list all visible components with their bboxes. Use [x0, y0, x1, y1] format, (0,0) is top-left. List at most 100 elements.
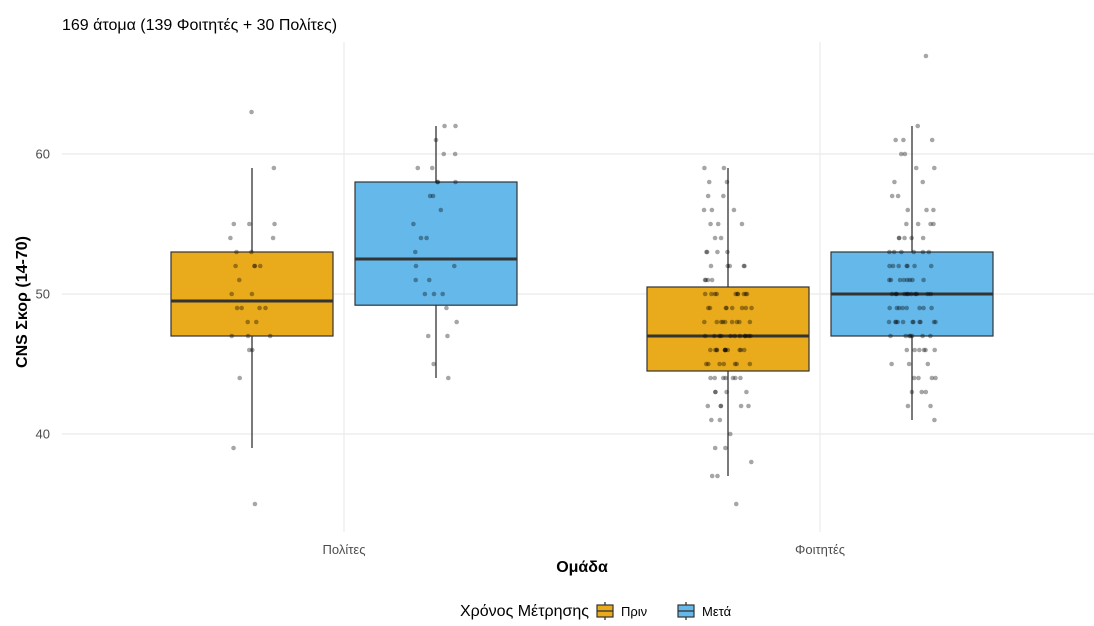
data-point — [722, 347, 728, 353]
data-point — [905, 207, 911, 213]
data-point — [923, 347, 928, 353]
data-point — [744, 291, 750, 297]
data-point — [231, 445, 236, 451]
data-point — [724, 305, 729, 311]
data-point — [888, 277, 894, 283]
data-point — [931, 319, 937, 325]
data-point — [924, 207, 929, 213]
data-point — [917, 347, 922, 353]
data-point — [724, 389, 729, 395]
data-point — [743, 291, 749, 297]
data-point — [735, 291, 740, 297]
data-point — [742, 333, 748, 339]
data-point — [888, 333, 893, 339]
data-point — [705, 277, 711, 283]
data-point — [725, 263, 731, 269]
data-point — [442, 123, 447, 129]
data-point — [904, 263, 910, 269]
data-point — [929, 305, 934, 311]
data-point — [445, 333, 450, 339]
data-point — [915, 123, 921, 129]
data-point — [426, 277, 432, 283]
data-point — [713, 347, 718, 353]
data-point — [906, 361, 912, 367]
data-point — [896, 235, 902, 241]
data-point — [731, 207, 737, 213]
data-point — [748, 333, 753, 339]
data-point — [921, 347, 927, 353]
box — [646, 286, 810, 372]
x-tick-label: Πολίτες — [323, 542, 366, 557]
data-point — [709, 277, 715, 283]
data-point — [912, 291, 918, 297]
data-point — [424, 235, 429, 241]
data-point — [725, 347, 731, 353]
data-point — [931, 221, 936, 227]
data-point — [749, 459, 754, 465]
data-point — [728, 333, 733, 339]
data-point — [714, 347, 719, 353]
x-tick-label: Φοιτητές — [795, 542, 845, 557]
data-point — [722, 347, 728, 353]
data-point — [413, 277, 419, 283]
chart-subtitle: 169 άτομα (139 Φοιτητές + 30 Πολίτες) — [62, 17, 337, 34]
data-point — [433, 137, 439, 143]
data-point — [933, 319, 938, 325]
data-point — [903, 333, 909, 339]
data-point — [893, 319, 899, 325]
data-point — [923, 53, 929, 59]
data-point — [911, 319, 916, 325]
data-point — [738, 347, 744, 353]
data-point — [713, 389, 718, 395]
data-point — [894, 305, 900, 311]
data-point — [920, 235, 926, 241]
legend-label: Μετά — [702, 604, 732, 619]
data-point — [905, 403, 911, 409]
data-point — [729, 319, 735, 325]
data-point — [415, 165, 421, 171]
data-point — [928, 221, 933, 227]
data-point — [715, 221, 721, 227]
data-point — [932, 417, 937, 423]
data-point — [452, 151, 458, 157]
data-point — [234, 249, 239, 255]
x-axis-title: Ομάδα — [556, 559, 608, 576]
data-point — [741, 347, 747, 353]
data-point — [245, 319, 251, 325]
data-point — [422, 291, 428, 297]
data-point — [929, 137, 935, 143]
data-point — [904, 221, 909, 227]
data-point — [889, 361, 894, 367]
data-point — [895, 319, 900, 325]
data-point — [267, 333, 273, 339]
data-point — [253, 319, 259, 325]
data-point — [705, 403, 711, 409]
data-point — [717, 417, 723, 423]
legend: Χρόνος Μέτρησης Πριν Μετά — [460, 602, 732, 620]
data-point — [413, 263, 419, 269]
data-point — [715, 249, 720, 255]
data-point — [915, 221, 921, 227]
data-point — [718, 235, 724, 241]
data-point — [272, 221, 277, 227]
data-point — [912, 347, 917, 353]
box — [170, 251, 334, 337]
data-point — [234, 305, 240, 311]
data-point — [721, 361, 727, 367]
data-point — [742, 263, 747, 269]
data-point — [714, 291, 719, 297]
data-point — [932, 165, 937, 171]
data-point — [905, 263, 910, 269]
data-point — [708, 375, 713, 381]
data-point — [440, 291, 445, 297]
data-point — [718, 333, 724, 339]
data-point — [928, 263, 934, 269]
data-point — [919, 389, 925, 395]
data-point — [925, 291, 931, 297]
data-point — [917, 305, 922, 311]
data-point — [723, 375, 728, 381]
data-point — [887, 249, 892, 255]
box-layer — [170, 126, 994, 476]
data-point — [746, 403, 751, 409]
data-point — [444, 305, 449, 311]
